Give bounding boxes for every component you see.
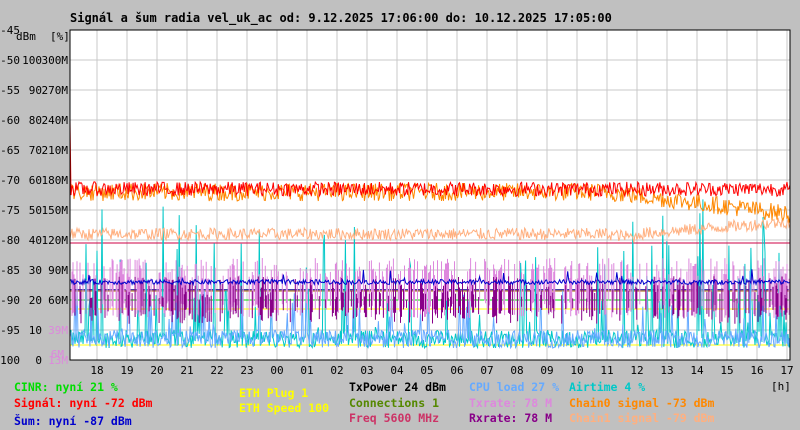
y-tick-dbm: -45: [0, 24, 20, 37]
x-tick: 11: [600, 364, 613, 377]
y-tick-rate: 120M: [42, 234, 69, 247]
x-tick: 14: [690, 364, 704, 377]
x-tick: 03: [360, 364, 373, 377]
y-tick-rate: 150M: [42, 204, 69, 217]
series-cpu-load: [69, 270, 791, 350]
x-tick: 12: [630, 364, 643, 377]
x-unit: [h]: [771, 380, 791, 393]
x-tick: 08: [510, 364, 523, 377]
y-tick-rate: 60M: [48, 294, 68, 307]
y-tick-pct: 100: [22, 54, 42, 67]
legend-txpower: TxPower 24 dBm: [349, 380, 446, 394]
y-unit-pct: [%]: [50, 30, 70, 43]
x-tick: 04: [390, 364, 404, 377]
chart-title: Signál a šum radia vel_uk_ac od: 9.12.20…: [70, 11, 612, 25]
series-sign-l: [69, 119, 791, 198]
y-tick-rate: 39M: [48, 324, 68, 337]
x-tick: 10: [570, 364, 583, 377]
y-tick-rate: 180M: [42, 174, 69, 187]
x-tick: 19: [120, 364, 133, 377]
x-tick: 09: [540, 364, 553, 377]
y-tick-pct: 20: [29, 294, 42, 307]
y-tick-pct: 0: [35, 354, 42, 367]
y-tick-dbm: -100: [0, 354, 20, 367]
x-tick: 20: [150, 364, 163, 377]
y-tick-rate: 300M: [42, 54, 69, 67]
legend-eth-plug: ETH Plug 1: [239, 386, 309, 400]
y-tick-pct: 10: [29, 324, 42, 337]
x-tick: 22: [210, 364, 223, 377]
y-tick-pct: 40: [29, 234, 42, 247]
x-tick: 15: [720, 364, 733, 377]
legend-txrate: Txrate: 78 M: [469, 396, 553, 410]
y-tick-pct: 50: [29, 204, 42, 217]
legend-rxrate: Rxrate: 78 M: [469, 411, 553, 425]
axes: -45-50 100 300M-55 90 270M-60 80 240M-65 70 210M…: [0, 24, 794, 393]
y-tick-pct: 30: [29, 264, 42, 277]
y-tick-rate-extra: 6M: [51, 348, 65, 361]
series-noise: [69, 269, 791, 287]
legend-signal: Signál: nyní -72 dBm: [14, 396, 153, 410]
y-tick-rate: 270M: [42, 84, 69, 97]
x-tick: 05: [420, 364, 433, 377]
y-tick-dbm: -55: [0, 84, 20, 97]
y-tick-pct: 60: [29, 174, 42, 187]
y-tick-pct: 70: [29, 144, 42, 157]
x-tick: 01: [300, 364, 313, 377]
y-tick-rate: 210M: [42, 144, 69, 157]
y-tick-dbm: -70: [0, 174, 20, 187]
legend-cinr: CINR: nyní 21 %: [14, 380, 118, 394]
legend-chain0: Chain0 signal -73 dBm: [569, 396, 715, 410]
y-tick-rate: 13M: [48, 354, 68, 367]
y-tick-dbm: -65: [0, 144, 20, 157]
y-tick-dbm: -90: [0, 294, 20, 307]
y-unit-dbm: dBm: [16, 30, 36, 43]
legend-freq: Freq 5600 MHz: [349, 411, 440, 425]
legend-cpu: CPU load 27 %: [469, 380, 560, 394]
x-tick: 13: [660, 364, 673, 377]
y-tick-dbm: -85: [0, 264, 20, 277]
y-tick-pct: 90: [29, 84, 42, 97]
y-tick-dbm: -50: [0, 54, 20, 67]
y-tick-rate: 90M: [48, 264, 68, 277]
y-tick-dbm: -75: [0, 204, 20, 217]
x-tick: 06: [450, 364, 463, 377]
x-tick: 17: [780, 364, 793, 377]
legend-noise: Šum: nyní -87 dBm: [14, 414, 132, 428]
legend-airtime: Airtime 4 %: [569, 380, 646, 394]
x-tick: 00: [270, 364, 283, 377]
y-tick-dbm: -80: [0, 234, 20, 247]
x-tick: 23: [240, 364, 253, 377]
x-tick: 18: [90, 364, 103, 377]
x-tick: 07: [480, 364, 493, 377]
x-tick: 21: [180, 364, 193, 377]
legend-connections: Connections 1: [349, 396, 440, 410]
y-tick-dbm: -60: [0, 114, 20, 127]
plot-border: [69, 29, 791, 361]
series-chain1-signal: [69, 217, 791, 243]
legend-eth-speed: ETH Speed 100: [239, 401, 330, 415]
x-tick: 16: [750, 364, 763, 377]
y-tick-dbm: -95: [0, 324, 20, 337]
legend-chain1: Chain1 signal -79 dBm: [569, 411, 715, 425]
y-tick-pct: 80: [29, 114, 42, 127]
x-tick: 02: [330, 364, 343, 377]
y-tick-rate: 240M: [42, 114, 69, 127]
plot-area: [69, 29, 791, 361]
